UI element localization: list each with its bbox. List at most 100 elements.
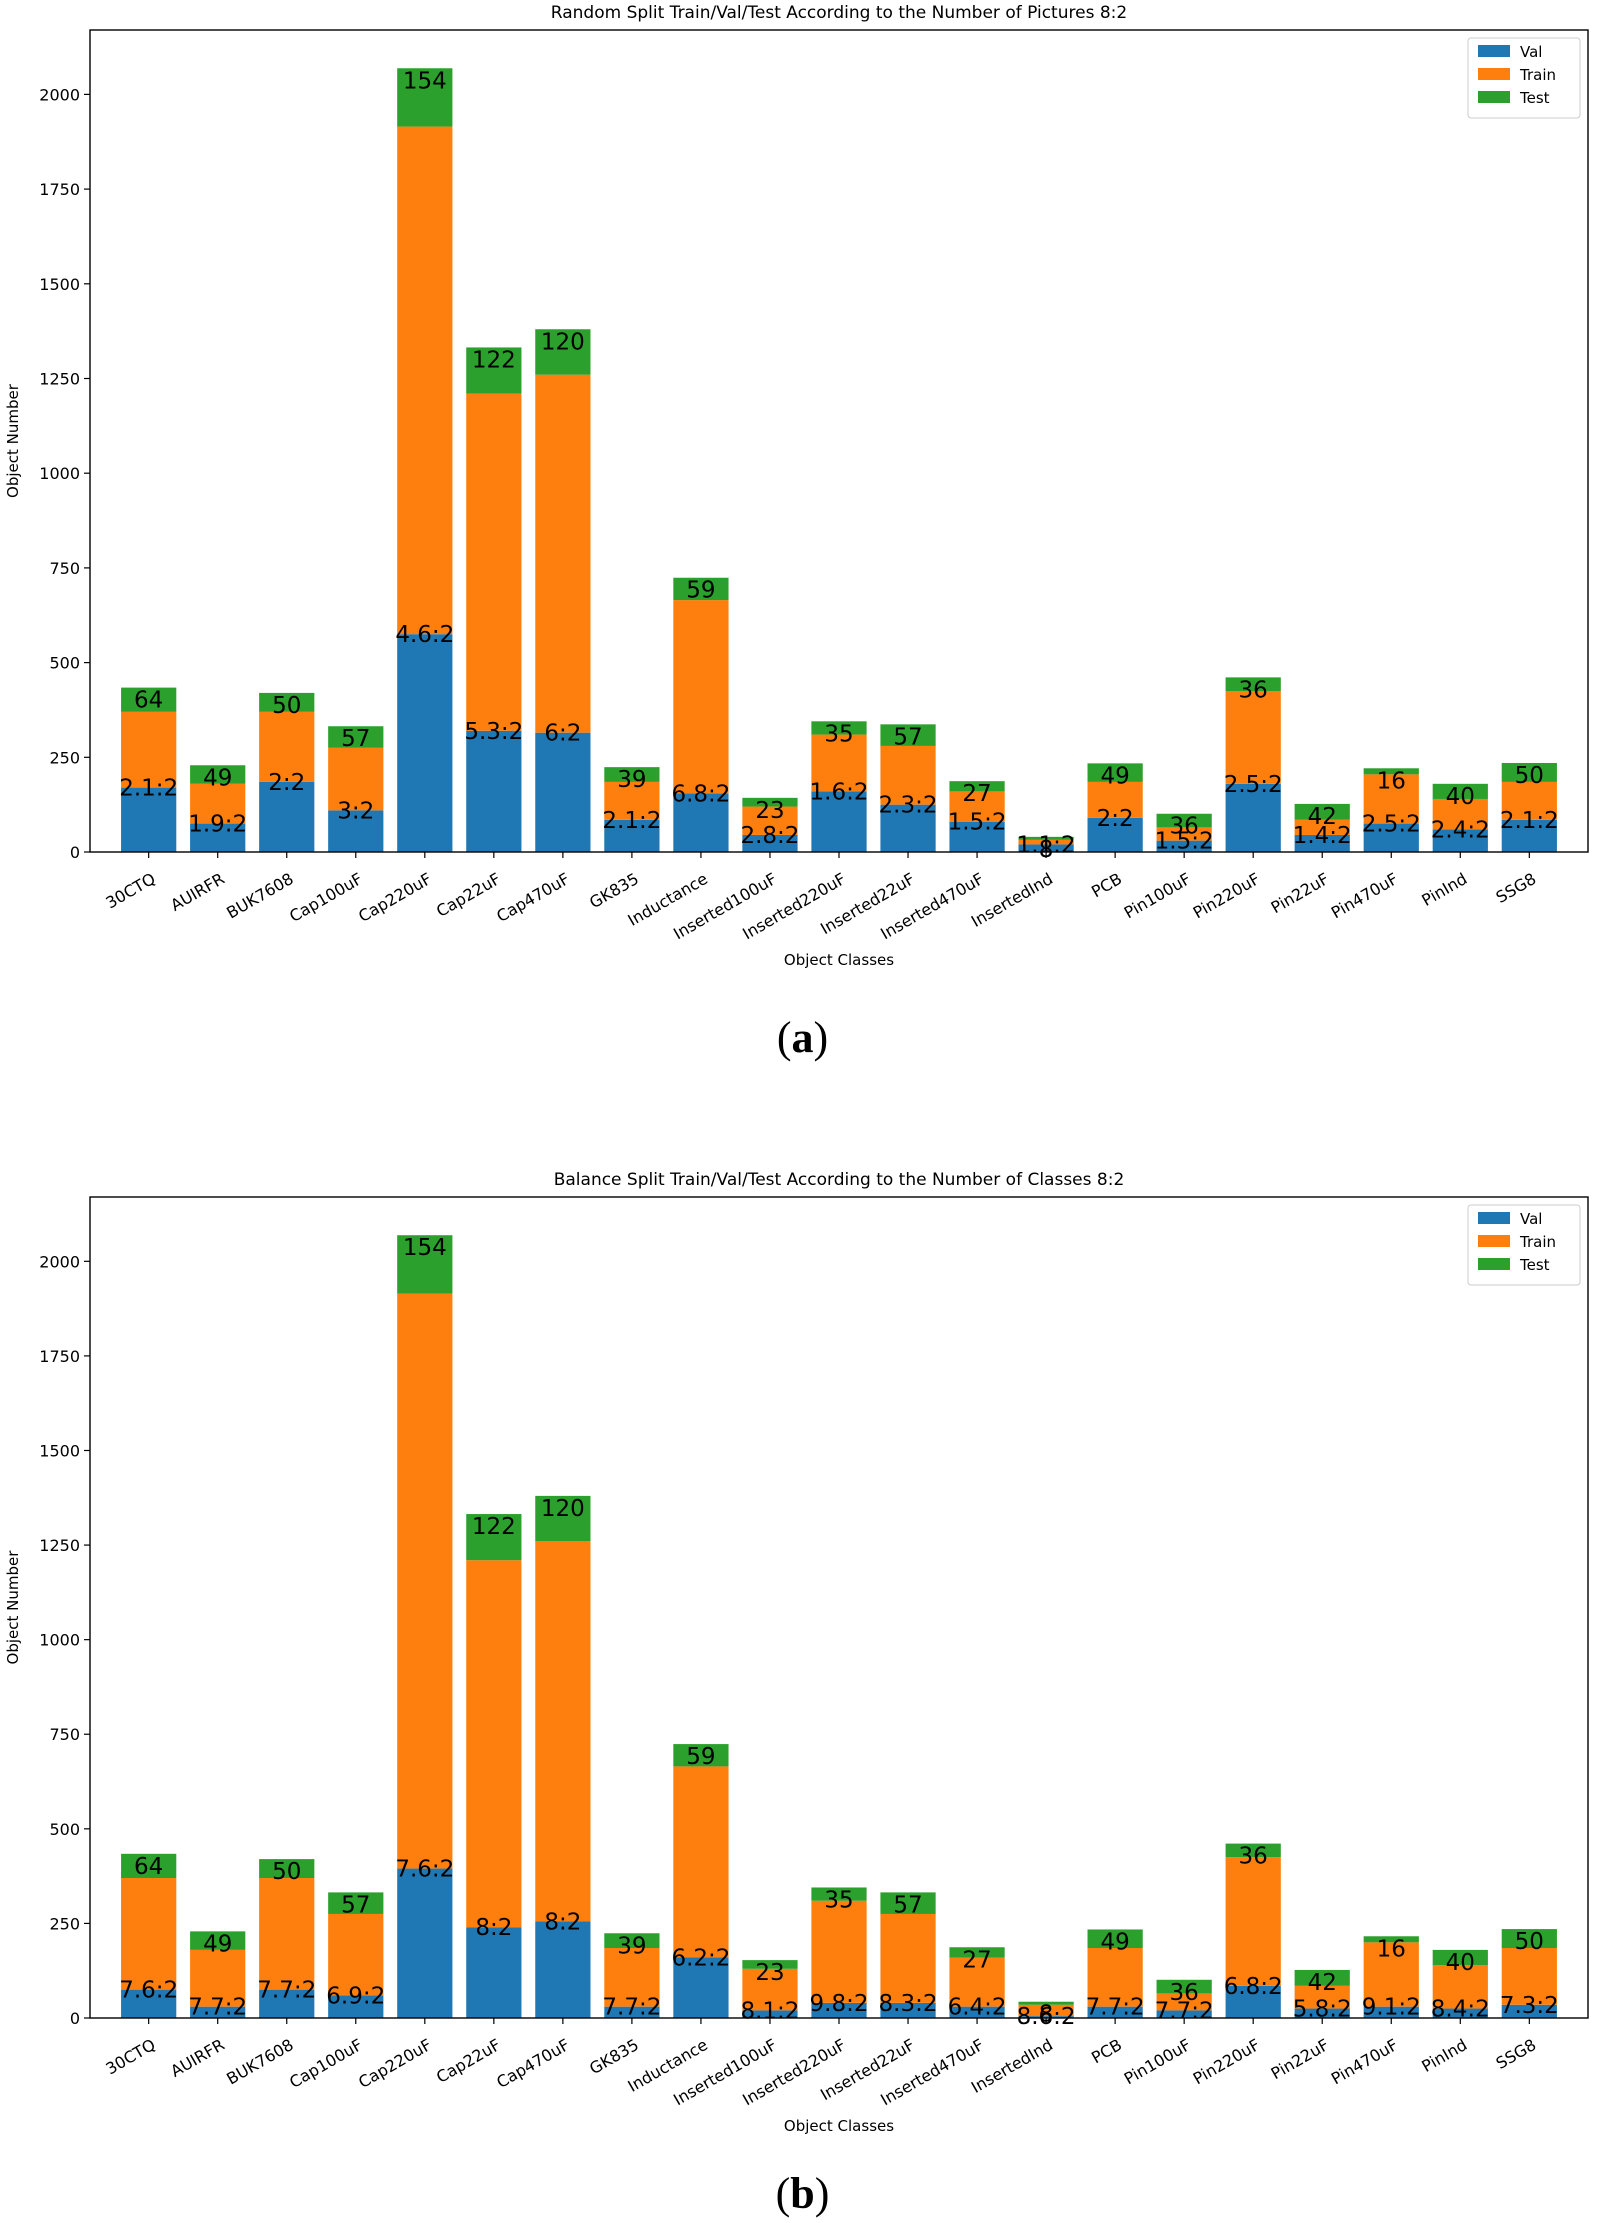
bar-test-PCB: [1087, 1929, 1143, 1949]
x-tick-label: Cap100uF: [286, 869, 366, 926]
test-count-label: 16: [1377, 1936, 1406, 1962]
bar-train-Pin220uF: [1225, 691, 1281, 784]
bar-train-Inductance: [673, 1766, 729, 1958]
y-tick-label: 750: [49, 1725, 80, 1744]
bar-train-InsertedInd: [1018, 2004, 1074, 2017]
ratio-label: 2.8:2: [740, 823, 799, 849]
legend-label-val: Val: [1520, 1210, 1542, 1228]
bar-val-Pin100uF: [1156, 2010, 1212, 2018]
ratio-label: 7.7:2: [602, 1995, 661, 2021]
bar-val-Cap220uF: [397, 634, 453, 852]
legend-swatch-test: [1478, 1258, 1510, 1270]
bar-val-AUIRFR: [190, 2006, 246, 2018]
bar-train-GK835: [604, 1948, 660, 2007]
x-tick-label: PinInd: [1418, 869, 1470, 910]
ratio-label: 2.3:2: [879, 793, 938, 819]
bar-test-Inserted100uF: [742, 1960, 798, 1969]
bar-test-PinInd: [1432, 783, 1488, 799]
y-tick-label: 500: [49, 1820, 80, 1839]
legend-swatch-train: [1478, 1235, 1510, 1247]
x-tick-label: SSG8: [1493, 869, 1540, 907]
bar-val-Pin100uF: [1156, 840, 1212, 852]
bars: [121, 1235, 1557, 2018]
legend-label-test: Test: [1519, 89, 1550, 107]
legend-swatch-val: [1478, 45, 1510, 57]
y-tick-label: 1500: [39, 1441, 80, 1460]
test-count-label: 50: [272, 1859, 301, 1885]
bar-train-AUIRFR: [190, 1949, 246, 2007]
bar-val-Pin220uF: [1225, 783, 1281, 852]
bar-val-Pin220uF: [1225, 1985, 1281, 2018]
x-tick-label: GK835: [586, 2035, 642, 2078]
ratio-label: 6.9:2: [326, 1983, 385, 2009]
ratio-label: 7.3:2: [1500, 1993, 1559, 2019]
bar-train-Pin22uF: [1294, 819, 1350, 835]
bar-train-Pin470uF: [1363, 1942, 1419, 2007]
bar-train-Pin470uF: [1363, 774, 1419, 824]
bar-test-Inductance: [673, 577, 729, 601]
bar-test-GK835: [604, 767, 660, 782]
x-tick-label: AUIRFR: [167, 2035, 227, 2081]
bar-test-Pin470uF: [1363, 768, 1419, 775]
test-count-label: 57: [341, 726, 370, 752]
bar-test-GK835: [604, 1933, 660, 1949]
caption-b: (b): [775, 2169, 830, 2218]
y-tick-label: 1250: [39, 369, 80, 388]
ratio-label: 9.8:2: [810, 1991, 869, 2017]
bar-train-Cap22uF: [466, 393, 522, 731]
bar-val-30CTQ: [121, 1989, 177, 2018]
bar-val-Inserted100uF: [742, 2010, 798, 2018]
bar-test-Inductance: [673, 1744, 729, 1767]
bar-train-Pin22uF: [1294, 1985, 1350, 2009]
bar-val-BUK7608: [259, 1989, 315, 2018]
bar-train-PCB: [1087, 781, 1143, 818]
bar-train-Inserted100uF: [742, 806, 798, 835]
test-count-label: 50: [1515, 1929, 1544, 1955]
ratio-label: 6.8:2: [671, 781, 730, 807]
bar-train-AUIRFR: [190, 783, 246, 824]
test-count-label: 49: [203, 765, 232, 791]
chart-title: Balance Split Train/Val/Test According t…: [554, 1170, 1125, 1190]
test-count-label: 16: [1377, 768, 1406, 794]
y-tick-label: 1250: [39, 1536, 80, 1555]
bar-val-Pin22uF: [1294, 2008, 1350, 2018]
bar-val-Pin22uF: [1294, 834, 1350, 852]
y-tick-label: 2000: [39, 85, 80, 104]
test-count-label: 36: [1170, 814, 1199, 840]
test-count-label: 36: [1239, 1844, 1268, 1870]
bar-val-Inserted100uF: [742, 834, 798, 852]
ratio-label: 6.2:2: [671, 1945, 730, 1971]
legend-label-train: Train: [1519, 66, 1556, 84]
bar-test-PCB: [1087, 763, 1143, 782]
ratio-label: 7.6:2: [119, 1978, 178, 2004]
test-count-label: 42: [1308, 804, 1337, 830]
bar-val-Cap100uF: [328, 810, 384, 852]
bar-val-GK835: [604, 2006, 660, 2018]
ratio-label: 4.6:2: [395, 622, 454, 648]
test-count-label: 8: [1039, 837, 1054, 863]
bar-test-Inserted22uF: [880, 724, 936, 746]
bar-train-PinInd: [1432, 1965, 1488, 2009]
bar-val-Pin470uF: [1363, 2006, 1419, 2018]
test-count-label: 36: [1239, 677, 1268, 703]
ratio-label: 1.5:2: [1155, 829, 1214, 855]
y-axis-label: Object Number: [4, 383, 22, 498]
bar-test-Inserted470uF: [949, 1947, 1005, 1958]
bar-test-Pin220uF: [1225, 1843, 1281, 1858]
test-count-label: 120: [541, 1496, 585, 1522]
y-tick-label: 1500: [39, 275, 80, 294]
bar-train-Cap100uF: [328, 747, 384, 811]
chart-title: Random Split Train/Val/Test According to…: [551, 3, 1127, 23]
bar-train-Inserted220uF: [811, 1900, 867, 2003]
bar-train-BUK7608: [259, 1878, 315, 1990]
bar-train-Pin220uF: [1225, 1857, 1281, 1986]
bar-test-Cap470uF: [535, 329, 591, 375]
bar-train-Inserted470uF: [949, 791, 1005, 822]
ratio-label: 8:2: [544, 1910, 581, 1936]
x-tick-label: Cap100uF: [286, 2035, 366, 2092]
bar-val-InsertedInd: [1018, 844, 1074, 852]
bar-test-Pin220uF: [1225, 677, 1281, 692]
x-tick-label: Cap470uF: [493, 869, 573, 926]
ratio-label: 2.1:2: [602, 808, 661, 834]
